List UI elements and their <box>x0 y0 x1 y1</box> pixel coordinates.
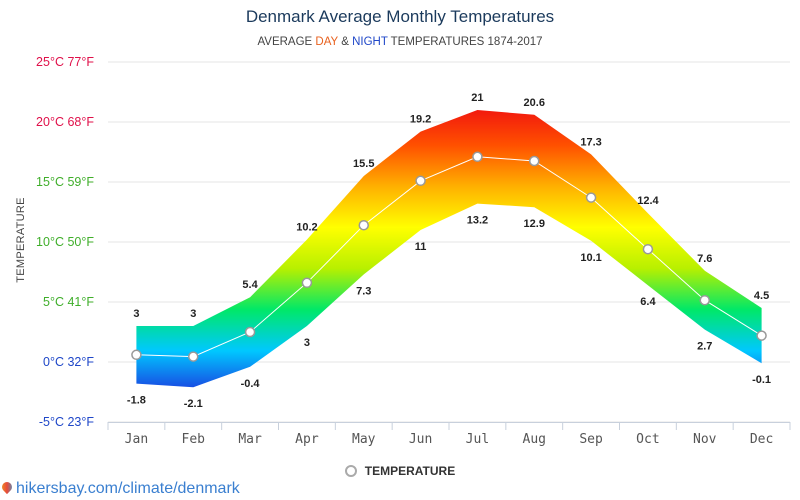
y-tick-label: 25°C 77°F <box>36 55 94 69</box>
source-link[interactable]: hikersbay.com/climate/denmark <box>0 479 240 498</box>
mean-point <box>756 330 767 341</box>
y-tick-label: 5°C 41°F <box>43 295 94 309</box>
x-tick-label: Sep <box>579 432 603 447</box>
x-tick-label: Jan <box>125 432 148 447</box>
temperature-band <box>136 110 762 388</box>
night-value-label: -0.1 <box>752 374 771 386</box>
day-value-label: 7.6 <box>697 253 712 265</box>
night-value-label: -0.4 <box>241 378 261 390</box>
mean-point <box>188 351 199 362</box>
legend[interactable]: TEMPERATURE <box>0 464 800 478</box>
legend-label: TEMPERATURE <box>364 464 456 478</box>
x-tick-label: Oct <box>636 432 659 447</box>
night-value-label: 6.4 <box>640 296 656 308</box>
night-value-label: 12.9 <box>524 218 545 230</box>
mean-point <box>301 277 313 289</box>
night-value-label: 10.1 <box>580 252 601 264</box>
mean-point <box>244 326 256 338</box>
x-tick-label: Feb <box>182 432 206 447</box>
map-pin-icon <box>0 479 15 495</box>
subtitle-day: DAY <box>315 36 338 48</box>
legend-marker-icon <box>344 465 357 477</box>
day-value-label: 21 <box>471 92 483 104</box>
mean-point <box>131 349 142 361</box>
subtitle-suffix: TEMPERATURES 1874-2017 <box>387 36 543 48</box>
mean-point <box>529 155 540 167</box>
day-value-label: 15.5 <box>353 158 374 170</box>
night-value-label: -2.1 <box>184 398 203 410</box>
day-value-label: 3 <box>133 308 139 320</box>
y-tick-label: 10°C 50°F <box>36 235 94 249</box>
day-value-label: 12.4 <box>637 195 659 207</box>
x-tick-label: Mar <box>238 432 262 447</box>
source-url: hikersbay.com/climate/denmark <box>16 480 240 497</box>
mean-point <box>472 151 483 163</box>
day-value-label: 19.2 <box>410 114 431 126</box>
mean-point <box>585 192 597 203</box>
mean-temperature-line <box>136 156 762 358</box>
x-tick-label: Nov <box>693 432 717 447</box>
night-value-label: 3 <box>304 337 310 349</box>
y-tick-label: 15°C 59°F <box>36 175 94 189</box>
day-value-label: 17.3 <box>580 136 601 148</box>
mean-point <box>415 175 426 187</box>
chart-subtitle: AVERAGE DAY & NIGHT TEMPERATURES 1874-20… <box>0 36 800 48</box>
x-tick-label: Apr <box>295 432 319 447</box>
night-value-label: 7.3 <box>356 285 371 297</box>
night-value-label: -1.8 <box>127 395 146 407</box>
day-value-label: 10.2 <box>296 222 317 234</box>
night-value-label: 2.7 <box>697 341 712 353</box>
night-value-label: 13.2 <box>467 215 488 227</box>
x-tick-label: Jul <box>466 432 489 447</box>
y-tick-label: -5°C 23°F <box>39 415 95 429</box>
y-tick-label: 20°C 68°F <box>36 115 94 129</box>
mean-point <box>699 294 710 306</box>
day-value-label: 4.5 <box>754 290 769 302</box>
x-tick-label: Aug <box>523 432 546 447</box>
x-tick-label: Jun <box>409 432 432 447</box>
y-axis-title: TEMPERATURE <box>15 197 27 283</box>
chart-title: Denmark Average Monthly Temperatures <box>245 7 555 26</box>
mean-point <box>642 243 654 255</box>
x-tick-label: Dec <box>750 432 773 447</box>
x-tick-label: May <box>352 432 376 447</box>
subtitle-sep: & <box>338 36 353 48</box>
subtitle-prefix: AVERAGE <box>257 36 316 48</box>
day-value-label: 20.6 <box>524 97 545 109</box>
mean-point <box>358 219 369 231</box>
y-tick-label: 0°C 32°F <box>43 355 94 369</box>
day-value-label: 5.4 <box>242 279 258 291</box>
day-value-label: 3 <box>190 308 196 320</box>
subtitle-night: NIGHT <box>352 36 388 48</box>
night-value-label: 11 <box>415 241 427 253</box>
